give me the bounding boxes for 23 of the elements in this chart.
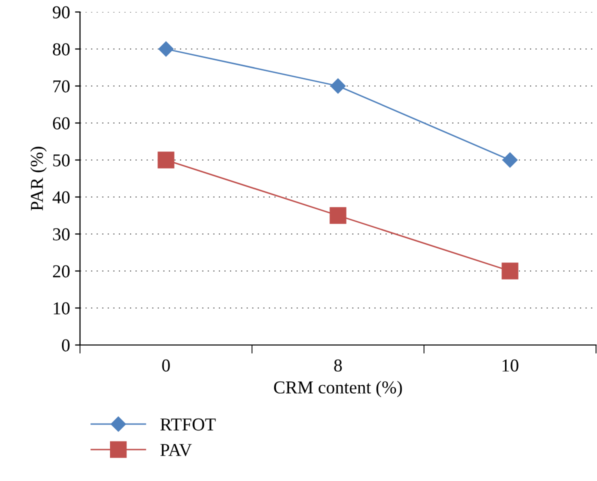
y-tick-label: 10 [54,302,70,314]
y-tick-label: 30 [53,228,70,240]
y-tick-label: 20 [53,265,70,278]
point [330,78,346,94]
y-tick-label: 0 [62,339,70,352]
x-tick-label: 10 [502,359,518,372]
y-tick-label: 70 [53,80,70,92]
point [502,152,518,168]
y-tick-label: 90 [52,6,70,18]
point [330,207,346,224]
point [158,41,174,57]
legend-label: PAV [160,444,192,456]
y-tick-label: 40 [52,191,70,204]
x-tick-label: 0 [162,359,170,372]
point [502,262,518,280]
y-tick-label: 50 [53,154,70,166]
legend-label: RTFOT [160,418,216,431]
y-tick-label: 80 [52,43,70,56]
x-tick-label: 8 [334,359,342,372]
x-axis-title: CRM content (%) [274,380,402,398]
y-axis-title: PAR (%) [30,146,47,211]
y-tick-label: 60 [53,117,70,130]
point [158,152,174,168]
